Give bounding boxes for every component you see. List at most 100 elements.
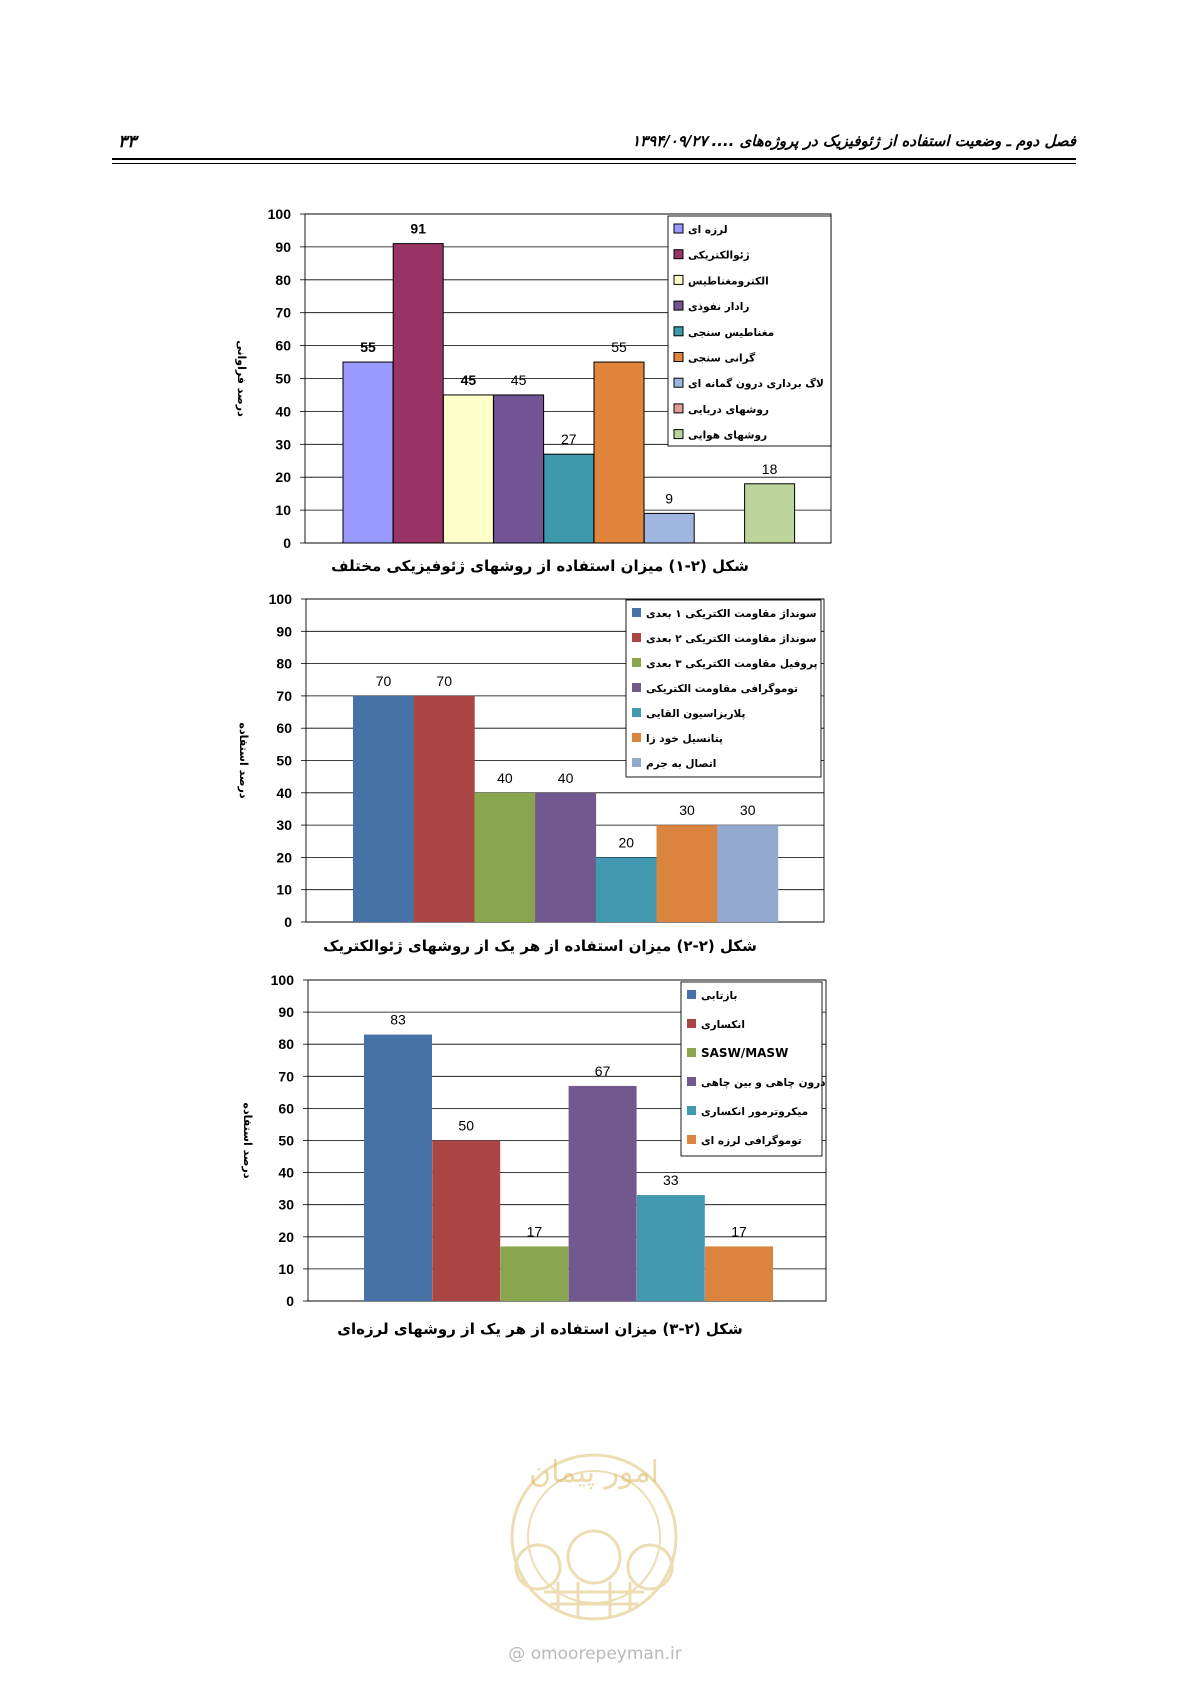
legend-label: لاگ برداری درون گمانه ای — [688, 377, 824, 390]
bar — [593, 361, 645, 544]
y-tick-label: 80 — [278, 1036, 294, 1052]
legend-label: توموگرافی لرزه ای — [701, 1134, 802, 1147]
figure-caption-2: شکل (۲-۲) میزان استفاده از هر یک از روشه… — [323, 937, 757, 955]
legend-label: ژئوالکتریکی — [688, 250, 750, 262]
legend-swatch — [673, 300, 684, 311]
legend-swatch — [632, 708, 641, 717]
bar — [342, 361, 394, 544]
data-label: 9 — [665, 490, 673, 506]
data-label: 33 — [663, 1172, 679, 1188]
y-tick-label: 100 — [268, 206, 292, 222]
legend-swatch — [632, 633, 641, 642]
bar — [500, 1246, 569, 1301]
data-label: 18 — [762, 461, 778, 477]
y-tick-label: 40 — [278, 1165, 294, 1181]
data-label: 30 — [740, 802, 756, 818]
watermark-site: @ omoorepeyman.ir — [508, 1644, 682, 1664]
legend-label: سونداژ مقاومت الکتریکی ۱ بعدی — [646, 608, 816, 620]
bar — [535, 792, 597, 922]
legend-label: پروفیل مقاومت الکتریکی ۳ بعدی — [646, 658, 817, 670]
data-label: 55 — [611, 339, 627, 355]
bar — [392, 243, 444, 544]
bar — [643, 512, 695, 544]
y-tick-label: 10 — [278, 1261, 294, 1277]
data-label: 40 — [558, 770, 574, 786]
y-tick-label: 50 — [275, 371, 291, 387]
bar — [364, 1034, 432, 1301]
y-tick-label: 30 — [276, 817, 292, 833]
data-label: 30 — [679, 802, 695, 818]
legend-label: گرانی سنجی — [688, 352, 756, 365]
legend-swatch — [673, 326, 684, 337]
legend-swatch — [673, 403, 684, 414]
bar — [493, 394, 545, 544]
data-label: 40 — [497, 770, 513, 786]
chart-seismic-methods: 0 10 20 30 40 50 60 70 80 90 100 درصد استفاده 83 50 17… — [241, 972, 827, 1309]
legend-label: اتصال به جرم — [646, 758, 716, 770]
data-label: 70 — [376, 673, 392, 689]
y-tick-label: 100 — [269, 591, 293, 607]
legend-swatch — [632, 733, 641, 742]
header-rule-thick — [112, 158, 1076, 160]
figure-caption-1: شکل (۲-۱) میزان استفاده از روشهای ژئوفیز… — [331, 557, 749, 575]
legend-swatch — [687, 1048, 696, 1057]
legend-label: درون چاهی و بین چاهی — [701, 1077, 826, 1089]
data-label: 45 — [461, 372, 477, 388]
y-tick-label: 70 — [276, 688, 292, 704]
data-label: 70 — [436, 673, 452, 689]
header-date: ۱۳۹۴/۰۹/۲۷ — [632, 132, 708, 150]
y-tick-label: 20 — [278, 1229, 294, 1245]
legend-swatch — [632, 608, 641, 617]
y-axis-label: درصد استفاده — [241, 1102, 254, 1178]
bar — [595, 857, 657, 922]
legend-swatch — [687, 1077, 696, 1086]
y-tick-label: 70 — [278, 1068, 294, 1084]
legend-label: توموگرافی مقاومت الکتریکی — [646, 682, 798, 695]
y-tick-label: 90 — [278, 1004, 294, 1020]
bar — [636, 1195, 705, 1301]
data-label: 83 — [390, 1012, 406, 1028]
data-label: 20 — [619, 834, 635, 850]
y-tick-label: 20 — [276, 849, 292, 865]
header-rule-thin — [112, 163, 1076, 164]
legend-swatch — [673, 223, 684, 234]
bar — [474, 792, 536, 922]
legend-label: پتانسیل خود زا — [646, 733, 723, 745]
y-tick-label: 80 — [276, 656, 292, 672]
legend-swatch — [673, 377, 684, 388]
data-label: 45 — [511, 372, 527, 388]
legend-label: میکروترمور انکساری — [701, 1106, 808, 1118]
legend-swatch — [687, 1019, 696, 1028]
data-label: 17 — [731, 1223, 747, 1239]
legend-label: لرزه ای — [688, 224, 728, 236]
data-label: 50 — [458, 1118, 474, 1134]
page-number: ۳۳ — [118, 132, 137, 152]
legend-label: SASW/MASW — [701, 1046, 788, 1060]
y-tick-label: 90 — [275, 239, 291, 255]
legend-box — [625, 599, 822, 778]
legend-swatch — [673, 274, 684, 285]
y-tick-label: 30 — [278, 1197, 294, 1213]
legend-label: مغناطیس سنجی — [688, 327, 774, 339]
bar — [705, 1246, 773, 1301]
y-tick-label: 80 — [275, 272, 291, 288]
y-tick-label: 100 — [271, 972, 295, 988]
bar — [656, 825, 718, 922]
legend-box — [680, 981, 823, 1157]
legend-label: روشهای دریایی — [688, 404, 769, 416]
chart-geophysical-methods: 0 10 20 30 40 50 60 70 80 90 100 درصد فراوانی 55 91 45… — [235, 206, 832, 551]
y-tick-label: 90 — [276, 623, 292, 639]
legend-swatch — [673, 429, 684, 440]
y-tick-label: 60 — [278, 1100, 294, 1116]
y-tick-label: 40 — [275, 403, 291, 419]
legend-swatch — [632, 683, 641, 692]
y-tick-label: 40 — [276, 785, 292, 801]
data-label: 27 — [561, 431, 577, 447]
y-tick-label: 30 — [275, 436, 291, 452]
data-label: 91 — [410, 221, 426, 237]
y-axis-label: درصد استفاده — [237, 722, 250, 798]
legend-label: سونداژ مقاومت الکتریکی ۲ بعدی — [646, 633, 816, 645]
legend-swatch — [632, 658, 641, 667]
legend-swatch — [687, 1106, 696, 1115]
bar — [353, 695, 414, 922]
